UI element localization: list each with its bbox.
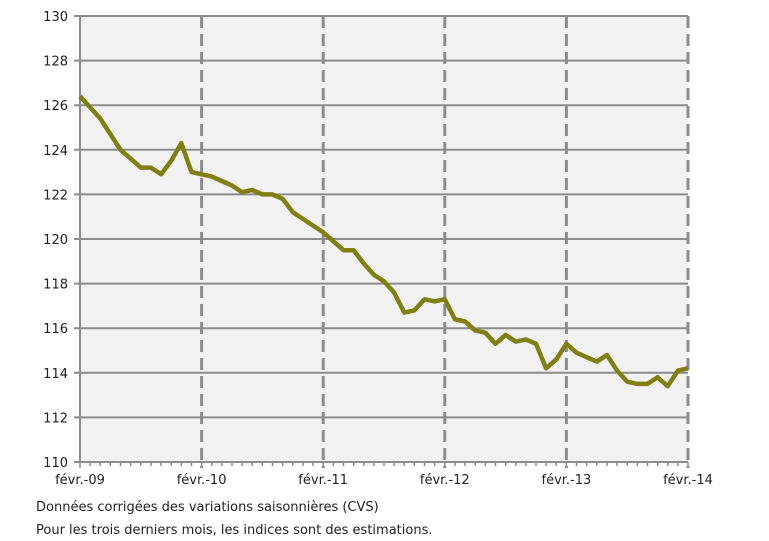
y-tick-label: 116	[43, 322, 68, 337]
x-tick-label: févr.-09	[55, 473, 105, 488]
x-tick-label: févr.-14	[663, 473, 713, 488]
axes	[79, 16, 689, 468]
y-tick-label: 112	[43, 411, 68, 426]
x-tick-label: févr.-13	[542, 473, 592, 488]
x-tick-label: févr.-10	[177, 473, 227, 488]
y-tick-label: 110	[43, 456, 68, 471]
y-tick-label: 118	[43, 278, 68, 293]
line-chart: 110 112 114 116 118 120 122 124 126 128 130 févr.-…	[43, 10, 713, 488]
y-tick-label: 122	[43, 188, 68, 203]
y-tick-label: 114	[43, 367, 68, 382]
y-tick-label: 126	[43, 99, 68, 114]
y-tick-label: 130	[43, 10, 68, 25]
vertical-dashed-gridlines	[200, 16, 690, 468]
y-tick-label: 124	[43, 144, 68, 159]
data-series-line	[78, 94, 689, 389]
x-axis-tick-labels: févr.-09 févr.-10 févr.-11 févr.-12 févr.-13…	[55, 473, 713, 488]
x-tick-label: févr.-12	[420, 473, 470, 488]
x-tick-label: févr.-11	[298, 473, 348, 488]
y-tick-label: 120	[43, 233, 68, 248]
y-tick-label: 128	[43, 55, 68, 70]
note-estimates: Pour les trois derniers mois, les indice…	[36, 523, 433, 538]
y-axis-tick-labels: 110 112 114 116 118 120 122 124 126 128 130	[43, 10, 68, 471]
note-seasonal-adjustment: Données corrigées des variations saisonn…	[36, 500, 379, 515]
